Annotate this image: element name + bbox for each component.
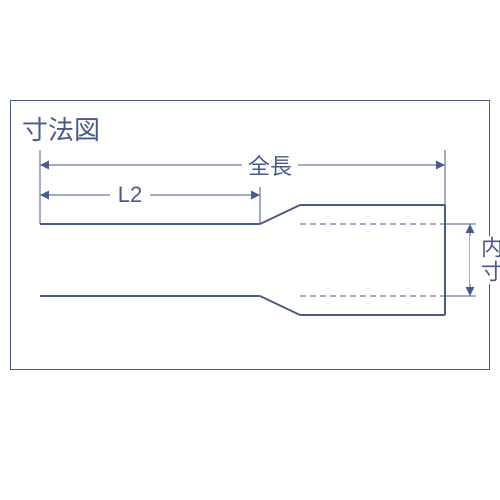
dimension-diagram [0, 0, 500, 500]
overall-length-label: 全長 [244, 149, 296, 181]
l2-label: L2 [114, 182, 146, 208]
inner-dimension-label: 内寸 [470, 236, 500, 284]
